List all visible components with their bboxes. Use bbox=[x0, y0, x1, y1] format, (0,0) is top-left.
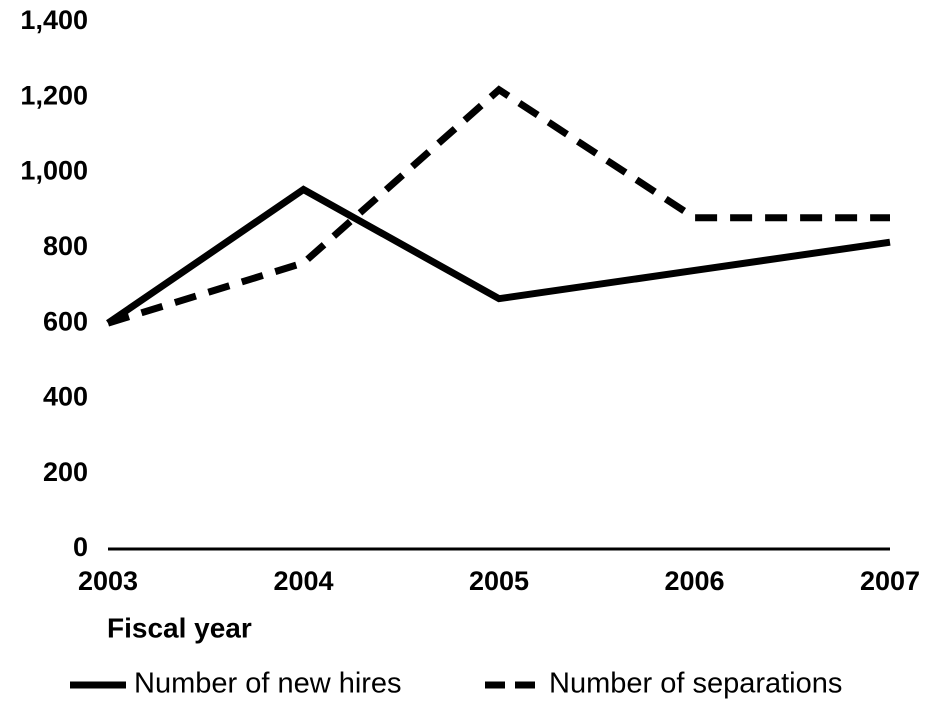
x-tick-label: 2003 bbox=[78, 566, 138, 596]
y-tick-label: 800 bbox=[43, 231, 88, 261]
y-tick-label: 600 bbox=[43, 306, 88, 336]
y-tick-label: 400 bbox=[43, 382, 88, 412]
y-tick-label: 1,200 bbox=[20, 80, 88, 110]
y-tick-label: 0 bbox=[73, 532, 88, 562]
y-tick-label: 1,400 bbox=[20, 5, 88, 35]
series-line bbox=[106, 185, 891, 327]
series-line bbox=[106, 85, 890, 327]
y-tick-label: 1,000 bbox=[20, 156, 88, 186]
x-axis-title: Fiscal year bbox=[107, 612, 252, 643]
legend-label: Number of new hires bbox=[134, 668, 402, 700]
x-tick-label: 2007 bbox=[860, 566, 920, 596]
x-tick-label: 2005 bbox=[469, 566, 529, 596]
x-tick-label: 2006 bbox=[664, 566, 724, 596]
x-tick-label: 2004 bbox=[273, 566, 333, 596]
y-tick-label: 200 bbox=[43, 457, 88, 487]
legend-label: Number of separations bbox=[549, 668, 842, 700]
